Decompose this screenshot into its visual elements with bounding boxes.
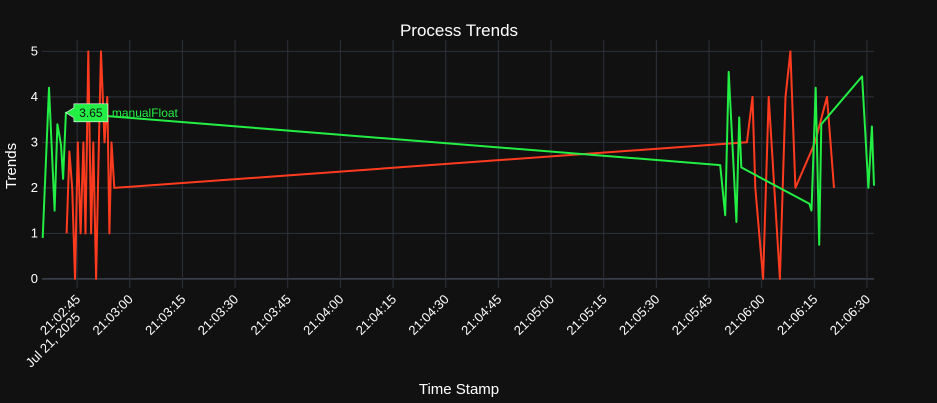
y-tick-label: 5 — [31, 43, 38, 58]
hover-label: 3.65 manualFloat — [65, 103, 179, 123]
x-axis-title: Time Stamp — [419, 381, 499, 398]
chart-title: Process Trends — [400, 21, 518, 40]
hover-box — [65, 103, 109, 123]
y-tick-label: 0 — [31, 271, 38, 286]
y-axis-ticks: 0 1 2 3 4 5 — [31, 43, 38, 286]
y-tick-label: 2 — [31, 180, 38, 195]
y-axis-title: Trends — [3, 143, 20, 189]
hover-series-name: manualFloat — [112, 106, 179, 120]
series-line-2 — [41, 70, 875, 246]
series-layer — [41, 50, 875, 280]
series-line-1 — [65, 50, 835, 280]
y-tick-label: 3 — [31, 134, 38, 149]
hover-value: 3.65 — [79, 106, 103, 120]
y-tick-label: 4 — [31, 89, 38, 104]
y-tick-label: 1 — [31, 225, 38, 240]
